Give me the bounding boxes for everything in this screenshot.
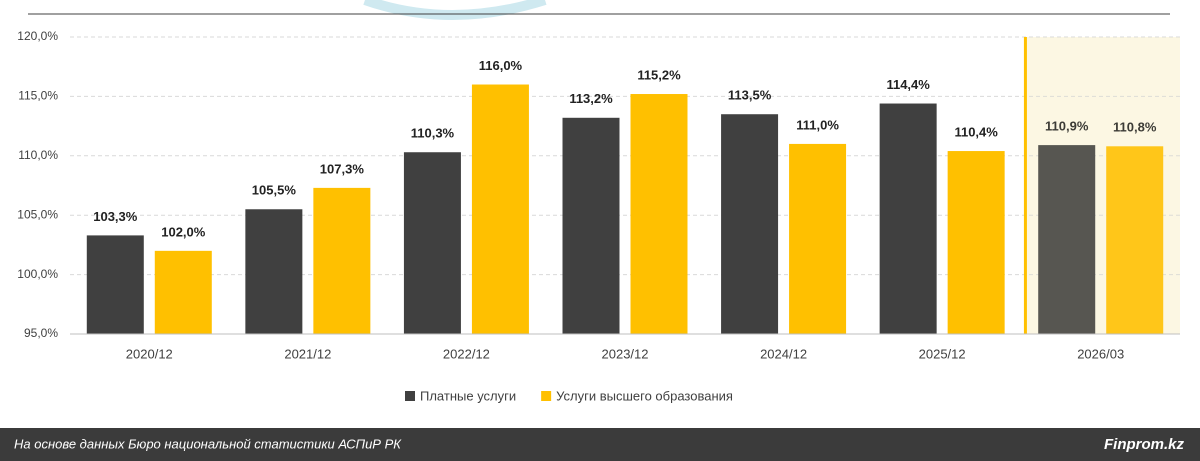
y-tick-label: 120,0% [17, 29, 58, 43]
bar [947, 151, 1005, 334]
value-label: 114,4% [886, 77, 930, 92]
value-label: 103,3% [93, 209, 138, 224]
x-tick-label: 2021/12 [284, 346, 331, 361]
x-tick-label: 2026/03 [1077, 346, 1124, 361]
bar [879, 103, 937, 334]
y-tick-label: 95,0% [24, 326, 58, 340]
bar [245, 209, 303, 334]
y-tick-label: 110,0% [18, 148, 58, 162]
value-label: 115,2% [637, 67, 681, 82]
bar [721, 114, 779, 334]
value-label: 113,2% [569, 91, 613, 106]
x-tick-label: 2025/12 [919, 346, 966, 361]
legend-swatch [541, 391, 552, 401]
legend-label: Услуги высшего образования [556, 388, 733, 403]
value-label: 113,5% [728, 88, 772, 103]
plot-area: 95,0% 100,0% 105,0% 110,0% 115,0% 120,0% 103,3… [17, 29, 1180, 403]
y-tick-label: 105,0% [17, 207, 58, 221]
highlight-tint [1027, 37, 1180, 334]
value-label: 102,0% [161, 224, 206, 239]
brand: Finprom.kz [1104, 436, 1185, 453]
bar [789, 143, 847, 334]
x-tick-label: 2024/12 [760, 346, 807, 361]
y-tick-label: 115,0% [18, 89, 58, 103]
legend-swatch [405, 391, 415, 401]
legend-label: Платные услуги [420, 388, 516, 403]
x-tick-label: 2022/12 [443, 346, 490, 361]
source-note: На основе данных Бюро национальной стати… [14, 436, 402, 451]
bar [630, 94, 688, 334]
bar [313, 187, 371, 334]
logo-fragment [363, 0, 547, 20]
x-tick-label: 2020/12 [126, 346, 173, 361]
bar [1106, 146, 1164, 334]
x-tick-label: 2023/12 [602, 346, 649, 361]
y-tick-label: 100,0% [17, 267, 58, 281]
bar [562, 117, 620, 334]
value-label: 110,8% [1113, 120, 1157, 135]
bar [1038, 145, 1096, 334]
bar [154, 250, 212, 334]
value-label: 111,0% [796, 117, 839, 132]
value-label: 110,9% [1045, 119, 1089, 134]
value-label: 110,4% [954, 124, 998, 139]
bar [86, 235, 144, 334]
footer-bar [0, 428, 1200, 461]
bar [403, 152, 461, 334]
value-label: 110,3% [411, 126, 455, 141]
value-label: 116,0% [479, 58, 523, 73]
value-label: 107,3% [320, 161, 365, 176]
bar [471, 84, 529, 335]
value-label: 105,5% [252, 183, 297, 198]
